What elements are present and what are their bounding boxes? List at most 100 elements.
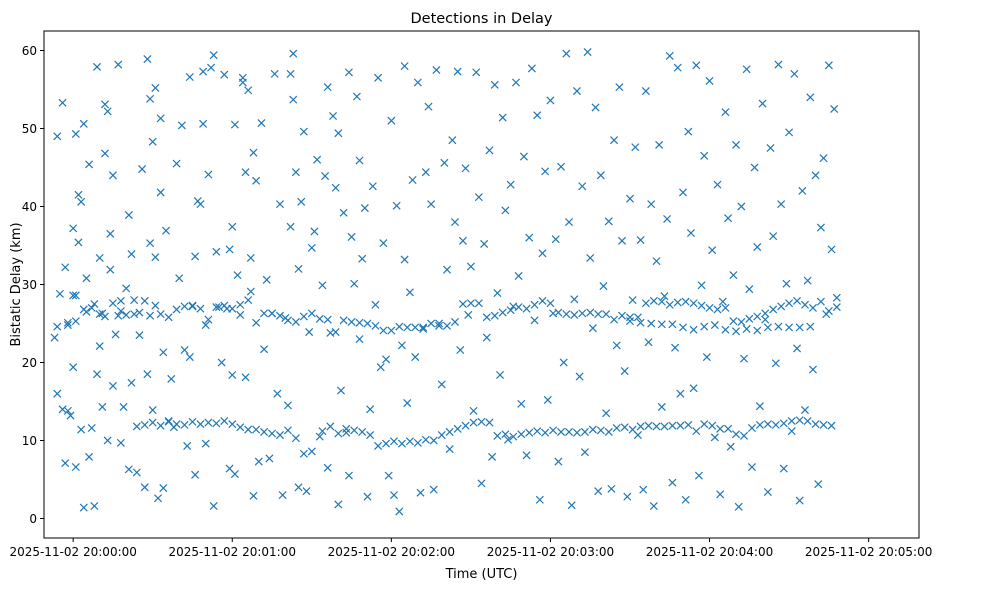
detection-marker: [824, 61, 833, 70]
marker-stroke: [138, 165, 147, 174]
marker-stroke: [63, 318, 72, 327]
detection-marker: [673, 298, 682, 307]
detection-marker: [514, 271, 523, 280]
marker-stroke: [511, 78, 520, 87]
detection-marker: [665, 300, 674, 309]
marker-stroke: [578, 309, 587, 318]
detection-marker: [427, 200, 436, 209]
detection-marker: [172, 159, 181, 168]
detection-marker: [681, 495, 690, 504]
marker-stroke: [403, 399, 412, 408]
marker-stroke: [464, 310, 473, 319]
marker-stroke: [636, 236, 645, 245]
detection-marker: [753, 243, 762, 252]
detection-marker: [379, 326, 388, 335]
detection-marker: [763, 323, 772, 332]
detection-marker: [124, 465, 133, 474]
marker-stroke: [382, 355, 391, 364]
marker-stroke: [79, 503, 88, 512]
detection-marker: [199, 119, 208, 128]
marker-stroke: [737, 317, 746, 326]
detection-marker: [716, 490, 725, 499]
marker-stroke: [130, 310, 139, 319]
marker-stroke: [53, 389, 62, 398]
marker-stroke: [151, 253, 160, 262]
marker-stroke: [336, 386, 345, 395]
marker-stroke: [323, 83, 332, 92]
detection-marker: [458, 236, 467, 245]
detection-marker: [583, 48, 592, 57]
detection-marker: [440, 158, 449, 167]
marker-stroke: [466, 262, 475, 271]
marker-stroke: [639, 485, 648, 494]
detection-marker: [445, 427, 454, 436]
detection-marker: [575, 372, 584, 381]
x-axis-label: Time (UTC): [445, 567, 518, 582]
detection-marker: [702, 353, 711, 362]
detection-marker: [761, 315, 770, 324]
detection-marker: [167, 374, 176, 383]
detection-marker: [146, 239, 155, 248]
detection-marker: [705, 303, 714, 312]
marker-stroke: [204, 418, 213, 427]
detection-marker: [652, 422, 661, 431]
detection-marker: [806, 93, 815, 102]
marker-stroke: [588, 425, 597, 434]
detection-marker: [665, 51, 674, 60]
marker-stroke: [132, 422, 141, 431]
marker-stroke: [496, 370, 505, 380]
marker-stroke: [427, 319, 436, 328]
marker-stroke: [244, 425, 253, 434]
detection-marker: [453, 424, 462, 433]
detection-marker: [204, 418, 213, 427]
marker-stroke: [156, 188, 165, 197]
marker-stroke: [421, 435, 430, 444]
marker-stroke: [302, 487, 311, 496]
detection-marker: [214, 303, 224, 312]
detection-marker: [228, 370, 237, 380]
marker-stroke: [77, 197, 86, 206]
marker-stroke: [124, 211, 133, 220]
detection-marker: [591, 103, 600, 112]
marker-stroke: [472, 68, 481, 77]
scatter-marks: [50, 48, 841, 516]
detection-marker: [498, 308, 507, 317]
detection-marker: [164, 416, 173, 426]
detection-marker: [501, 206, 510, 215]
detection-marker: [53, 322, 62, 331]
marker-stroke: [71, 317, 80, 326]
marker-stroke: [297, 197, 306, 206]
detection-marker: [127, 250, 136, 259]
marker-stroke: [278, 491, 287, 500]
marker-stroke: [175, 274, 184, 283]
detection-marker: [257, 119, 266, 128]
marker-stroke: [599, 282, 608, 291]
marker-stroke: [793, 296, 802, 305]
detection-marker: [623, 492, 632, 501]
marker-stroke: [252, 318, 261, 327]
detection-marker: [355, 318, 364, 327]
marker-stroke: [82, 274, 91, 283]
marker-stroke: [172, 305, 181, 314]
marker-stroke: [413, 438, 422, 447]
marker-stroke: [564, 218, 574, 227]
detection-marker: [307, 309, 316, 318]
detection-marker: [307, 243, 316, 252]
detection-marker: [618, 236, 627, 245]
detection-marker: [657, 297, 666, 306]
detection-marker: [344, 68, 353, 77]
marker-stroke: [488, 452, 497, 461]
detection-marker: [323, 463, 332, 472]
marker-stroke: [419, 323, 428, 332]
detection-marker: [191, 470, 200, 479]
marker-stroke: [604, 427, 613, 436]
marker-stroke: [734, 502, 743, 511]
detection-marker: [400, 255, 409, 264]
marker-stroke: [827, 421, 836, 430]
detection-marker: [785, 299, 794, 308]
detection-marker: [456, 345, 465, 355]
marker-stroke: [625, 313, 635, 322]
marker-stroke: [795, 496, 804, 505]
detection-marker: [472, 68, 481, 77]
